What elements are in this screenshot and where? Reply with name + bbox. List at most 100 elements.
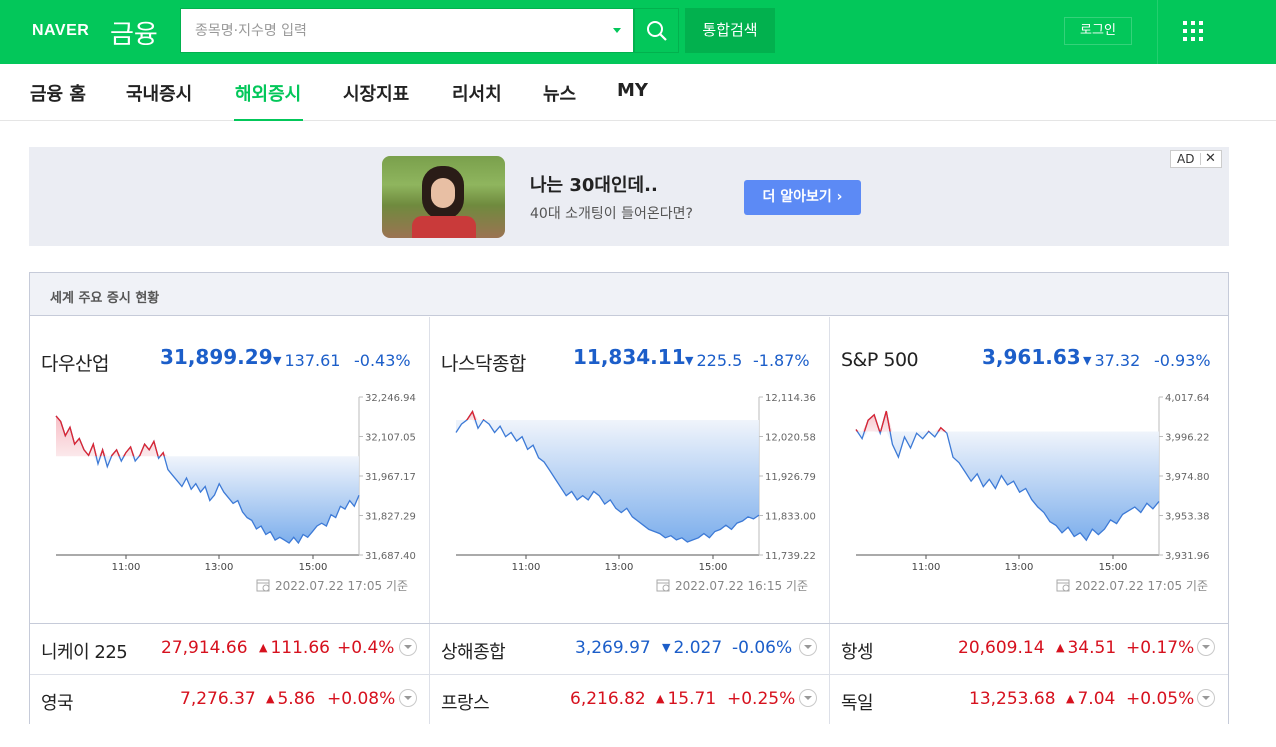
y-tick-label: 31,967.17 xyxy=(365,472,416,483)
chart-line xyxy=(855,410,1160,542)
index-row-percent: +0.17% xyxy=(1126,638,1195,658)
chart-area-down xyxy=(56,456,359,543)
index-row-percent: -0.06% xyxy=(732,638,793,658)
index-row-name[interactable]: 독일 xyxy=(841,693,874,714)
index-row-value: 6,216.82 xyxy=(570,689,646,709)
ad-tag: AD ✕ xyxy=(1170,150,1222,168)
nav-domestic[interactable]: 국내증시 xyxy=(126,84,193,105)
search-box xyxy=(180,8,634,53)
y-tick-label: 11,926.79 xyxy=(765,472,816,483)
index-row-change-value: 111.66 xyxy=(270,638,330,658)
index-change-value: 137.61 xyxy=(284,351,341,370)
up-arrow-icon: ▲ xyxy=(259,641,268,654)
index-row-name[interactable]: 프랑스 xyxy=(441,693,490,714)
nav-active-underline xyxy=(234,119,303,121)
index-row-name[interactable]: 항셍 xyxy=(841,642,874,663)
y-tick-label: 4,017.64 xyxy=(1165,393,1210,404)
index-panel-nasdaq[interactable]: 나스닥종합 11,834.11 ▼ 225.5 -1.87% 12,114.36 1… xyxy=(430,317,830,623)
login-button[interactable]: 로그인 xyxy=(1064,17,1132,45)
search-input[interactable] xyxy=(195,9,595,52)
x-tick-label: 11:00 xyxy=(912,562,941,573)
search-icon xyxy=(647,21,667,41)
ad-label: AD xyxy=(1177,152,1195,166)
chart-area-down xyxy=(456,420,759,543)
index-row-change-value: 7.04 xyxy=(1077,689,1116,709)
world-indices-title: 세계 주요 증시 현황 xyxy=(50,291,160,306)
expand-toggle-icon[interactable] xyxy=(399,689,417,707)
index-change: ▼ 37.32 xyxy=(1083,351,1140,370)
index-row-name[interactable]: 영국 xyxy=(41,693,74,714)
finance-logo[interactable]: 금융 xyxy=(110,20,158,50)
index-panel-dow[interactable]: 다우산업 31,899.29 ▼ 137.61 -0.43% 32,246.94 3… xyxy=(30,317,430,623)
ad-image-shirt xyxy=(412,216,476,238)
index-row-hangseng[interactable]: 항셍 20,609.14 ▲ 34.51 +0.17% xyxy=(830,624,1230,674)
index-row-change-value: 5.86 xyxy=(277,689,316,709)
y-tick-label: 12,020.58 xyxy=(765,433,816,444)
ad-banner[interactable]: 나는 30대인데.. 40대 소개팅이 들어온다면? 더 알아보기 › AD ✕ xyxy=(29,147,1229,246)
ad-subtitle[interactable]: 40대 소개팅이 들어온다면? xyxy=(530,206,693,222)
search-button[interactable] xyxy=(634,8,679,53)
index-name[interactable]: 다우산업 xyxy=(41,353,109,375)
down-arrow-icon: ▼ xyxy=(273,354,282,367)
index-row-change: ▲ 15.71 xyxy=(656,689,716,709)
nav-research[interactable]: 리서치 xyxy=(452,84,502,105)
index-name[interactable]: 나스닥종합 xyxy=(441,353,526,375)
index-row-percent: +0.4% xyxy=(337,638,395,658)
world-indices-header: 세계 주요 증시 현황 xyxy=(30,273,1228,316)
y-tick-label: 3,931.96 xyxy=(1165,551,1210,562)
index-value: 3,961.63 xyxy=(982,345,1081,369)
index-percent: -0.43% xyxy=(354,351,411,370)
apps-grid-icon[interactable] xyxy=(1183,21,1204,42)
expand-toggle-icon[interactable] xyxy=(799,689,817,707)
x-tick-label: 11:00 xyxy=(112,562,141,573)
world-indices-section: 세계 주요 증시 현황 다우산업 31,899.29 ▼ 137.61 -0.43… xyxy=(29,272,1229,724)
index-timestamp-text: 2022.07.22 16:15 기준 xyxy=(675,579,808,593)
index-row-name[interactable]: 니케이 225 xyxy=(41,642,128,663)
index-chart-sp500[interactable]: 4,017.64 3,996.22 3,974.80 3,953.38 3,931.96… xyxy=(830,385,1230,575)
nav-world[interactable]: 해외증시 xyxy=(235,84,302,105)
y-tick-label: 11,739.22 xyxy=(765,551,816,562)
ad-title[interactable]: 나는 30대인데.. xyxy=(530,175,658,196)
autocomplete-toggle-icon[interactable] xyxy=(613,28,621,33)
index-row-germany[interactable]: 독일 13,253.68 ▲ 7.04 +0.05% xyxy=(830,675,1230,724)
index-row-value: 13,253.68 xyxy=(969,689,1056,709)
indices-row-asia: 니케이 225 27,914.66 ▲ 111.66 +0.4% 상해종합 3,2… xyxy=(30,623,1228,674)
ad-close-icon[interactable]: ✕ xyxy=(1205,151,1216,166)
index-row-france[interactable]: 프랑스 6,216.82 ▲ 15.71 +0.25% xyxy=(430,675,830,724)
nav-my[interactable]: MY xyxy=(617,80,648,101)
index-row-change: ▲ 5.86 xyxy=(266,689,315,709)
index-chart-dow[interactable]: 32,246.94 32,107.05 31,967.17 31,827.29 31,6… xyxy=(30,385,430,575)
index-row-shanghai[interactable]: 상해종합 3,269.97 ▼ 2.027 -0.06% xyxy=(430,624,830,674)
nav-finance-home[interactable]: 금융 홈 xyxy=(30,84,86,105)
index-row-change: ▲ 111.66 xyxy=(259,638,330,658)
main-nav: 금융 홈 국내증시 해외증시 시장지표 리서치 뉴스 MY xyxy=(0,64,1276,121)
ad-learn-more-button[interactable]: 더 알아보기 › xyxy=(744,180,861,215)
expand-toggle-icon[interactable] xyxy=(799,638,817,656)
index-name[interactable]: S&P 500 xyxy=(841,349,919,371)
x-tick-label: 15:00 xyxy=(699,562,728,573)
ad-image[interactable] xyxy=(382,156,505,238)
top-header: NAVER 금융 통합검색 로그인 xyxy=(0,0,1276,64)
index-percent: -0.93% xyxy=(1154,351,1211,370)
chart-line xyxy=(455,410,760,543)
naver-logo[interactable]: NAVER xyxy=(32,22,90,39)
index-row-percent: +0.08% xyxy=(327,689,396,709)
nav-news[interactable]: 뉴스 xyxy=(543,84,577,105)
nav-market-index[interactable]: 시장지표 xyxy=(343,84,410,105)
expand-toggle-icon[interactable] xyxy=(1197,689,1215,707)
expand-toggle-icon[interactable] xyxy=(1197,638,1215,656)
indices-row-europe: 영국 7,276.37 ▲ 5.86 +0.08% 프랑스 6,216.82 ▲ 1… xyxy=(30,674,1228,724)
index-chart-nasdaq[interactable]: 12,114.36 12,020.58 11,926.79 11,833.00 11,7… xyxy=(430,385,830,575)
index-value: 11,834.11 xyxy=(573,345,686,369)
index-timestamp: 2022.07.22 17:05 기준 xyxy=(1056,576,1208,594)
index-row-uk[interactable]: 영국 7,276.37 ▲ 5.86 +0.08% xyxy=(30,675,430,724)
total-search-button[interactable]: 통합검색 xyxy=(685,8,775,53)
index-panel-sp500[interactable]: S&P 500 3,961.63 ▼ 37.32 -0.93% 4,017.64 3… xyxy=(830,317,1230,623)
index-row-nikkei[interactable]: 니케이 225 27,914.66 ▲ 111.66 +0.4% xyxy=(30,624,430,674)
expand-toggle-icon[interactable] xyxy=(399,638,417,656)
x-tick-label: 13:00 xyxy=(605,562,634,573)
calendar-icon xyxy=(656,579,670,592)
y-tick-label: 11,833.00 xyxy=(765,512,816,523)
index-change-value: 225.5 xyxy=(696,351,743,370)
index-row-name[interactable]: 상해종합 xyxy=(441,642,506,663)
